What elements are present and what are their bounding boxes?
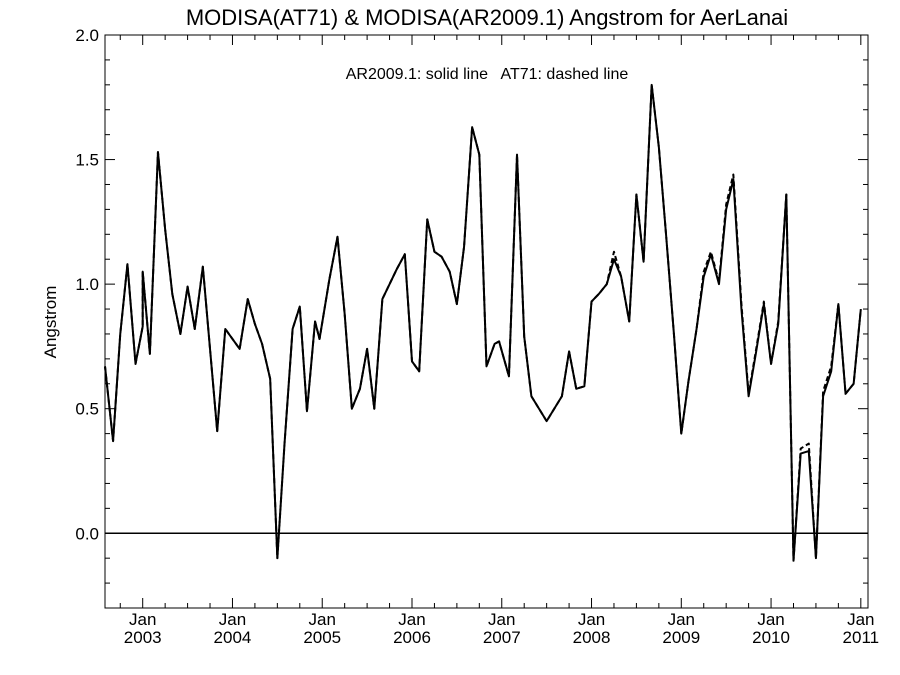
x-tick-month-label: Jan — [129, 610, 156, 629]
x-tick-month-label: Jan — [488, 610, 515, 629]
x-tick-year-label: 2008 — [573, 628, 611, 647]
x-tick-year-label: 2011 — [843, 628, 880, 647]
x-tick-month-label: Jan — [757, 610, 784, 629]
y-tick-label: 0.0 — [75, 524, 99, 543]
chart-title: MODISA(AT71) & MODISA(AR2009.1) Angstrom… — [186, 5, 788, 30]
x-tick-year-label: 2004 — [214, 628, 252, 647]
x-tick-year-label: 2009 — [662, 628, 700, 647]
x-tick-year-label: 2010 — [752, 628, 790, 647]
y-tick-label: 0.5 — [75, 400, 99, 419]
series-line-at71 — [104, 83, 862, 562]
x-tick-month-label: Jan — [398, 610, 425, 629]
series-layer — [104, 83, 862, 562]
y-tick-label: 1.5 — [75, 151, 99, 170]
x-tick-year-label: 2005 — [303, 628, 341, 647]
axes-layer: 0.00.51.01.52.0Jan2003Jan2004Jan2005Jan2… — [75, 26, 879, 647]
x-tick-year-label: 2003 — [124, 628, 162, 647]
x-tick-month-label: Jan — [847, 610, 874, 629]
x-tick-month-label: Jan — [309, 610, 336, 629]
series-line-ar2009-1 — [104, 83, 862, 562]
x-tick-year-label: 2006 — [393, 628, 431, 647]
x-tick-year-label: 2007 — [483, 628, 521, 647]
line-style-annotation: AR2009.1: solid line AT71: dashed line — [346, 66, 629, 83]
y-axis-label: Angstrom — [41, 286, 60, 359]
x-tick-month-label: Jan — [668, 610, 695, 629]
x-tick-month-label: Jan — [578, 610, 605, 629]
x-tick-month-label: Jan — [219, 610, 246, 629]
y-tick-label: 2.0 — [75, 26, 99, 45]
plot-frame — [104, 34, 869, 609]
y-tick-label: 1.0 — [75, 275, 99, 294]
